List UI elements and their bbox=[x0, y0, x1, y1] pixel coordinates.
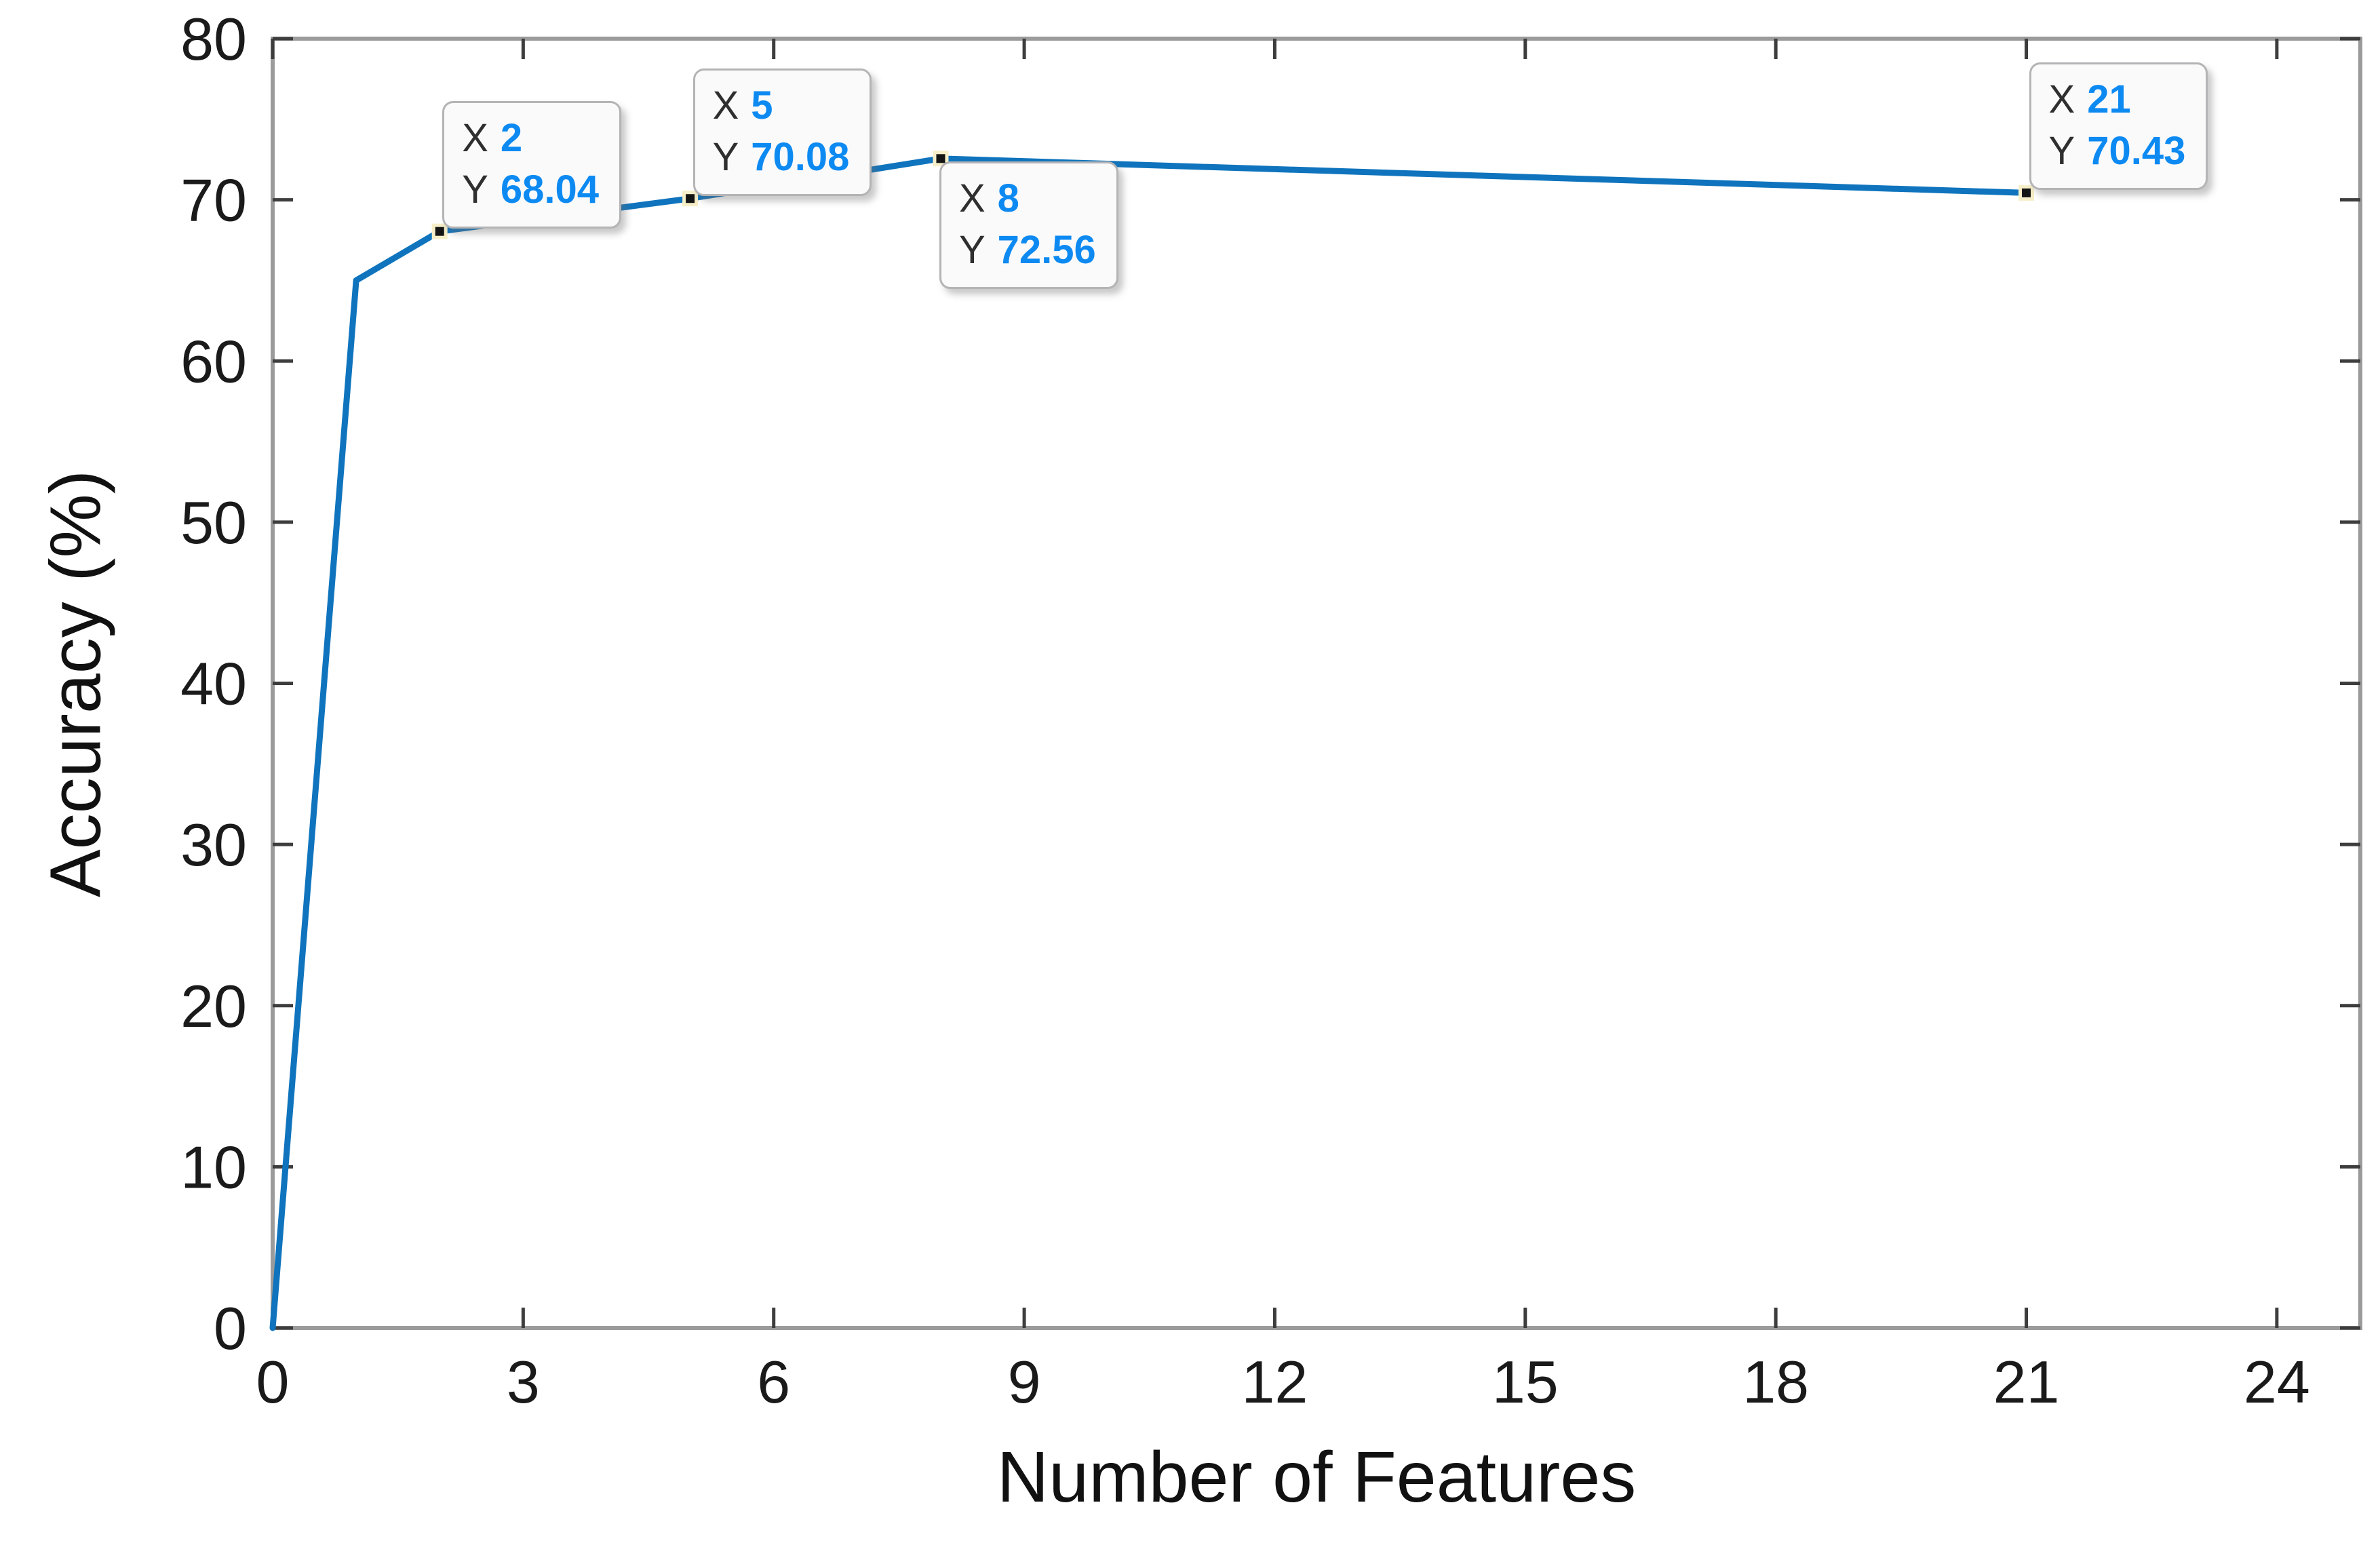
datatip-x-value: 8 bbox=[997, 176, 1019, 220]
x-tick-label: 15 bbox=[1492, 1348, 1559, 1415]
x-tick-label: 12 bbox=[1241, 1348, 1308, 1415]
data-point-marker bbox=[933, 151, 949, 167]
datatip-x-label: X bbox=[2048, 77, 2075, 122]
y-tick-label: 30 bbox=[180, 811, 247, 878]
data-point-marker bbox=[682, 191, 699, 207]
datatip-y-row: Y 68.04 bbox=[462, 164, 599, 216]
datatip-y-row: Y 70.43 bbox=[2049, 125, 2186, 177]
datatip-x21[interactable]: X 21 Y 70.43 bbox=[2029, 62, 2208, 191]
datatip-y-label: Y bbox=[2048, 129, 2075, 174]
y-tick-label: 60 bbox=[180, 328, 247, 395]
accuracy-line bbox=[269, 155, 2030, 1331]
datatip-x2[interactable]: X 2 Y 68.04 bbox=[442, 101, 622, 229]
datatip-x-label: X bbox=[958, 176, 986, 220]
datatip-y-row: Y 72.56 bbox=[959, 224, 1096, 276]
y-tick-label: 50 bbox=[180, 489, 247, 556]
y-tick-label: 10 bbox=[180, 1133, 247, 1200]
x-tick-label: 18 bbox=[1742, 1348, 1809, 1415]
datatip-y-row: Y 70.08 bbox=[713, 132, 850, 183]
x-tick-label: 24 bbox=[2244, 1348, 2310, 1415]
datatip-x8[interactable]: X 8 Y 72.56 bbox=[939, 161, 1118, 289]
datatip-y-label: Y bbox=[958, 227, 986, 272]
datatip-x-value: 21 bbox=[2087, 77, 2131, 122]
y-tick-label: 0 bbox=[214, 1295, 247, 1362]
y-axis-label: Accuracy (%) bbox=[35, 469, 116, 898]
x-tick-label: 21 bbox=[1993, 1348, 2060, 1415]
x-tick-label: 3 bbox=[507, 1348, 540, 1415]
y-tick-label: 80 bbox=[180, 5, 247, 73]
y-tick-label: 40 bbox=[180, 650, 247, 718]
datatip-y-value: 72.56 bbox=[997, 227, 1096, 272]
plot-border bbox=[271, 37, 2362, 1330]
datatip-y-label: Y bbox=[712, 134, 739, 179]
x-tick-label: 0 bbox=[256, 1348, 290, 1415]
datatip-x-label: X bbox=[712, 83, 739, 128]
x-axis-label: Number of Features bbox=[996, 1437, 1637, 1517]
data-point-marker bbox=[2018, 184, 2035, 201]
datatip-x-value: 2 bbox=[500, 116, 523, 161]
x-tick-label: 9 bbox=[1008, 1348, 1041, 1415]
datatip-x5[interactable]: X 5 Y 70.08 bbox=[692, 68, 872, 196]
datatip-y-label: Y bbox=[462, 168, 488, 212]
datatip-y-value: 70.43 bbox=[2087, 129, 2186, 174]
datatip-x-value: 5 bbox=[751, 83, 773, 128]
datatip-y-value: 70.08 bbox=[751, 134, 850, 179]
datatip-x-row: X 21 bbox=[2049, 74, 2186, 125]
x-tick-label: 6 bbox=[757, 1348, 790, 1415]
datatip-x-label: X bbox=[462, 116, 488, 161]
y-tick-label: 20 bbox=[180, 973, 247, 1040]
y-tick-label: 70 bbox=[180, 167, 247, 234]
data-point-marker bbox=[431, 223, 448, 239]
datatip-y-value: 68.04 bbox=[500, 168, 600, 212]
